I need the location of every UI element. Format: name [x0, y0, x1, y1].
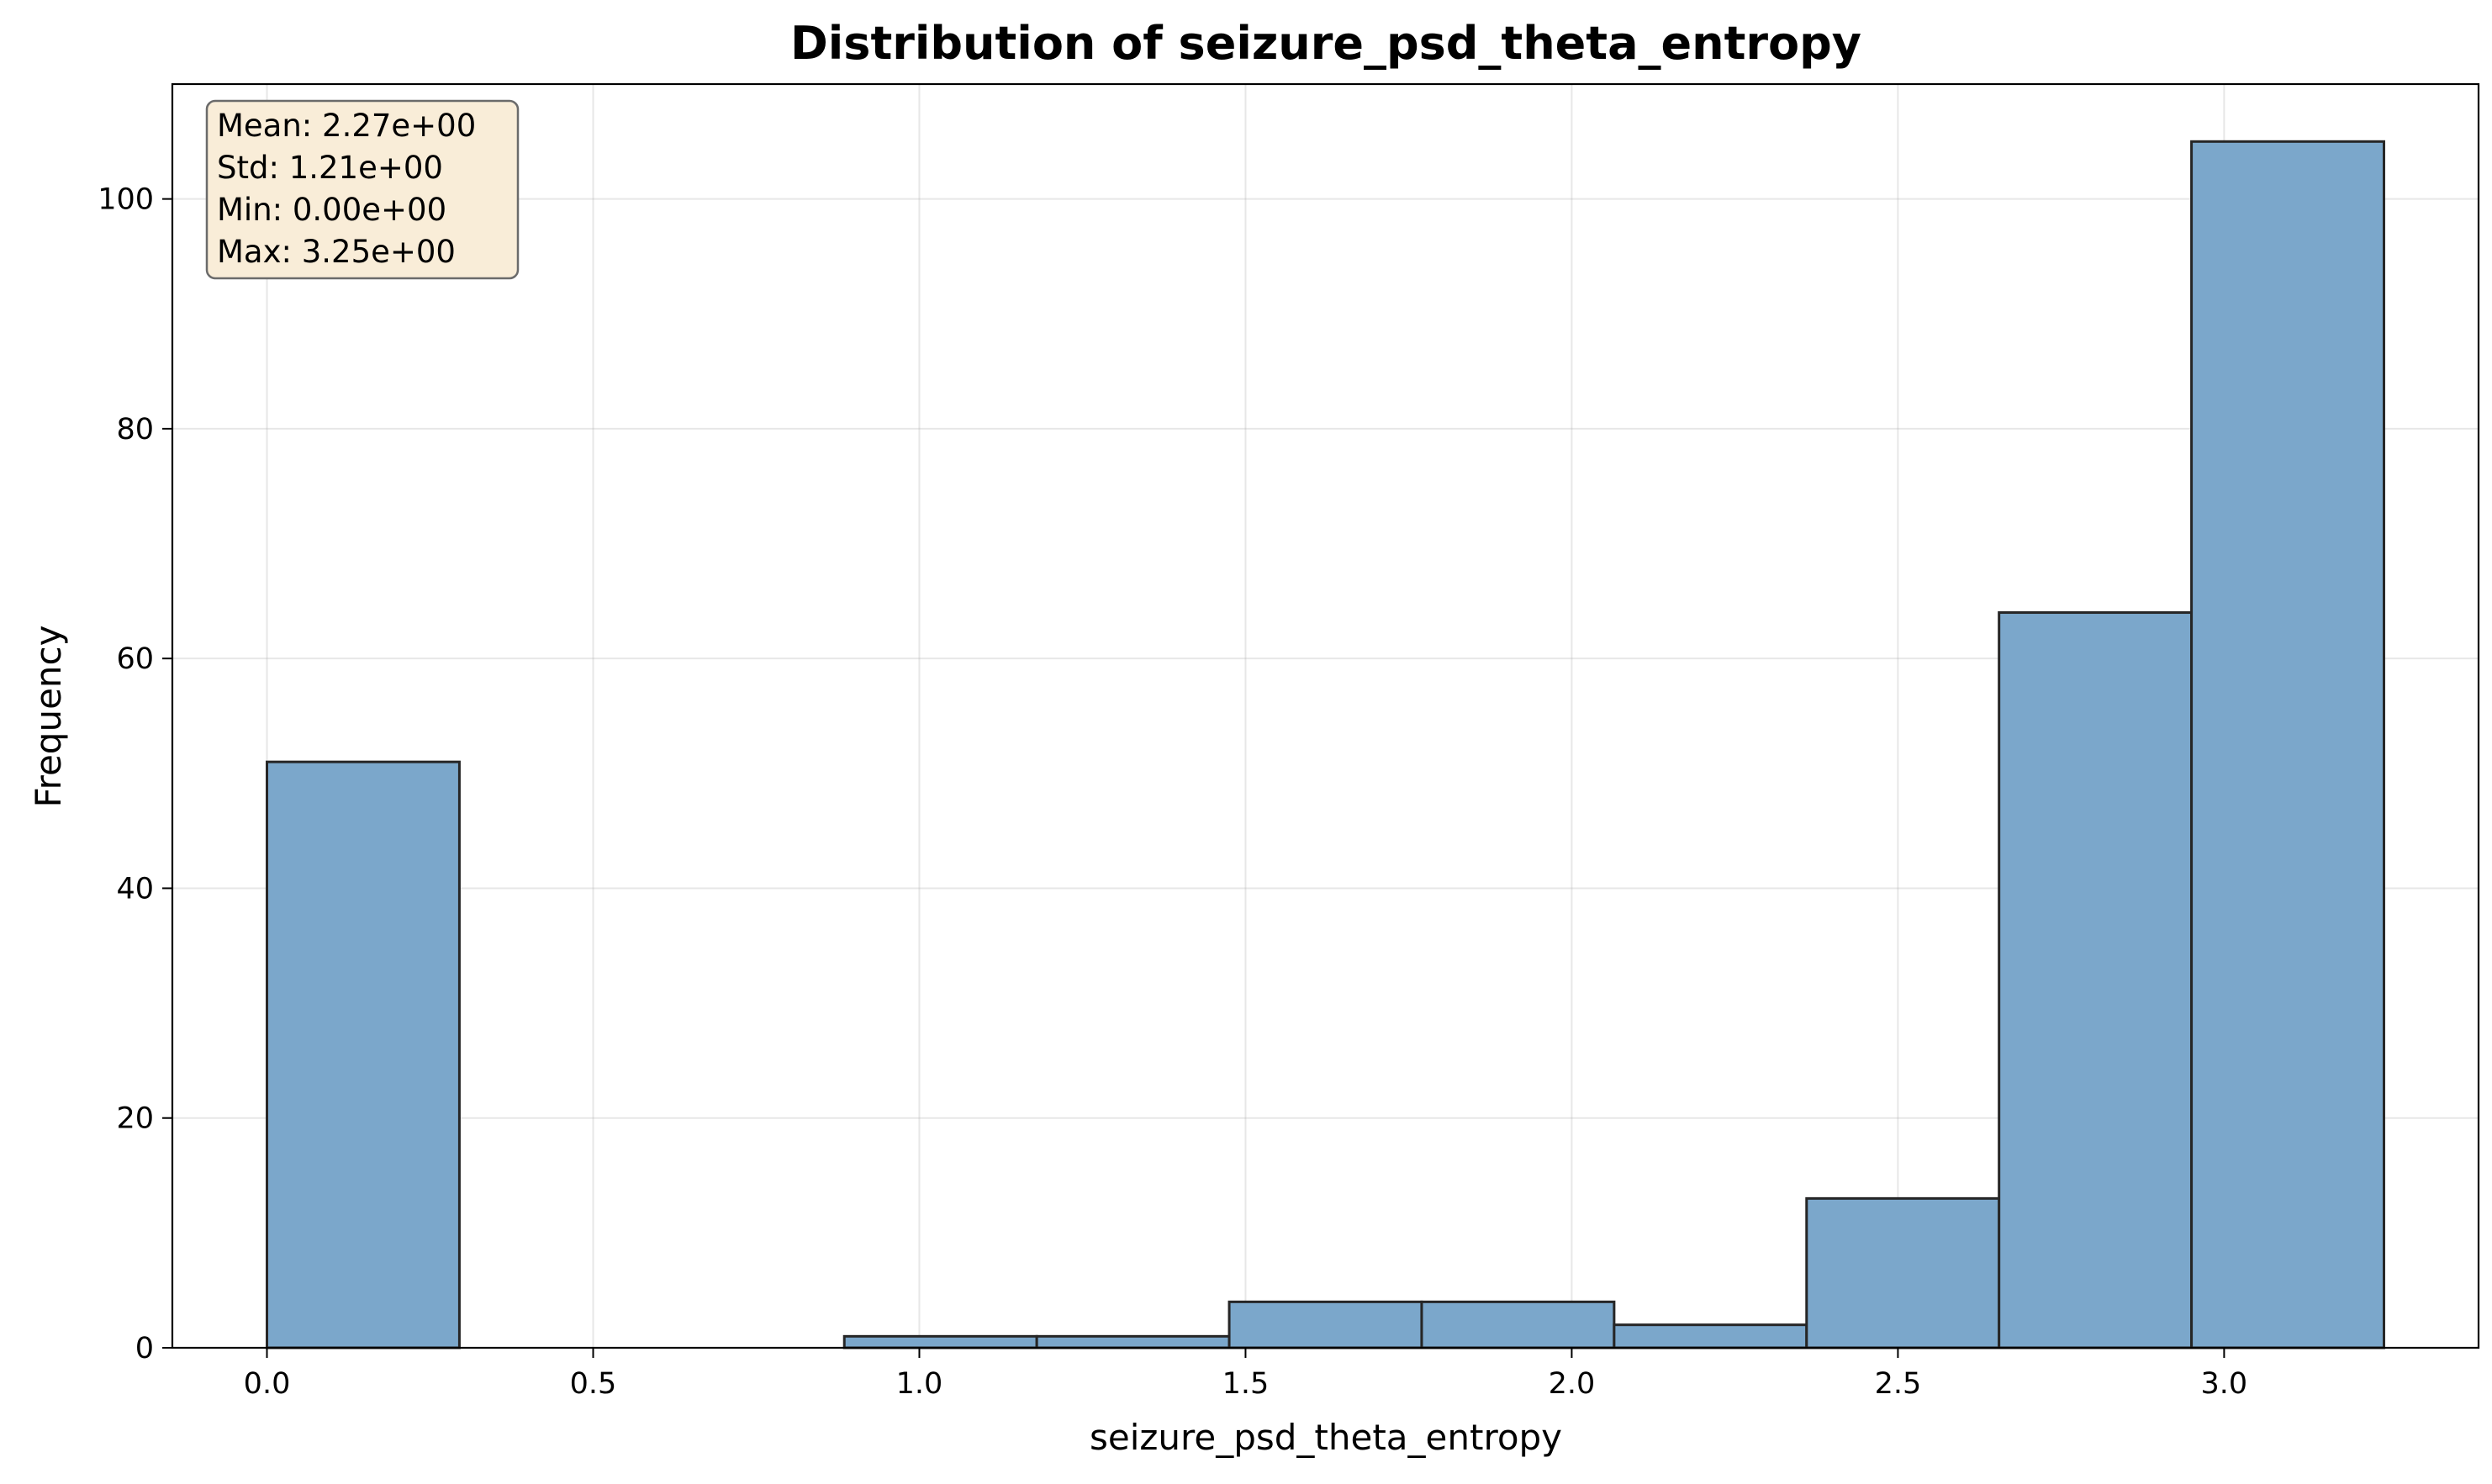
histogram-bar [1613, 1323, 1808, 1349]
histogram-bar [1035, 1334, 1231, 1349]
histogram-bar [1998, 611, 2194, 1349]
x-tick-label: 2.0 [1549, 1367, 1596, 1401]
x-tick-label: 0.0 [244, 1367, 291, 1401]
x-tick-label: 1.0 [896, 1367, 943, 1401]
histogram-bar [2190, 140, 2385, 1349]
histogram-bar [842, 1334, 1038, 1349]
x-tick-label: 2.5 [1875, 1367, 1922, 1401]
x-tick-label: 0.5 [570, 1367, 617, 1401]
histogram-bar [1228, 1300, 1423, 1349]
y-tick-label: 80 [116, 413, 154, 446]
stats-mean: Mean: 2.27e+00 [217, 108, 476, 144]
y-tick-label: 40 [116, 872, 154, 906]
stats-max: Max: 3.25e+00 [217, 234, 456, 270]
y-tick-label: 100 [98, 183, 154, 217]
y-tick-label: 20 [116, 1102, 154, 1136]
stats-box: Mean: 2.27e+00 Std: 1.21e+00 Min: 0.00e+… [205, 99, 520, 280]
y-tick-label: 60 [116, 642, 154, 676]
plot-frame [171, 82, 2480, 1349]
stats-std: Std: 1.21e+00 [217, 150, 443, 186]
chart-title: Distribution of seizure_psd_theta_entrop… [790, 17, 1861, 70]
y-tick-label: 0 [135, 1332, 154, 1365]
y-axis-label: Frequency [28, 626, 69, 808]
stats-box-background [205, 99, 520, 280]
y-axis-ticks: 0 20 40 60 80 100 [98, 183, 172, 1365]
x-tick-label: 3.0 [2201, 1367, 2248, 1401]
x-axis-ticks: 0.0 0.5 1.0 1.5 2.0 2.5 3.0 [244, 1348, 2248, 1401]
histogram-bar [1805, 1196, 2001, 1349]
histogram-bar [1420, 1300, 1616, 1349]
x-axis-label: seizure_psd_theta_entropy [1090, 1417, 1562, 1458]
stats-min: Min: 0.00e+00 [217, 192, 446, 228]
histogram-bars [266, 140, 2385, 1349]
x-tick-label: 1.5 [1222, 1367, 1270, 1401]
histogram-bar [266, 760, 461, 1349]
